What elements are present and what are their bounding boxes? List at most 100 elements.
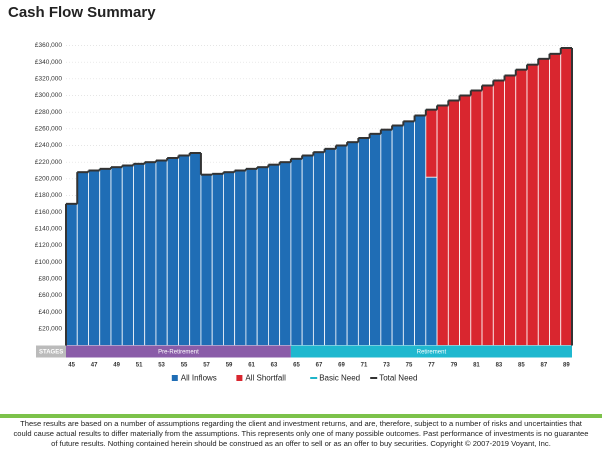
y-tick-label: £360,000 bbox=[35, 42, 62, 49]
bar-segment bbox=[391, 125, 404, 346]
chart-title: Cash Flow Summary bbox=[8, 4, 156, 21]
x-tick-label: 53 bbox=[158, 363, 165, 369]
bar-segment bbox=[65, 203, 78, 346]
y-tick-label: £60,000 bbox=[39, 292, 63, 299]
bar-segment bbox=[267, 164, 281, 346]
bar-segment bbox=[99, 168, 112, 346]
y-tick-label: £200,000 bbox=[35, 176, 62, 183]
bar-segment bbox=[211, 173, 224, 346]
x-tick-label: 87 bbox=[541, 363, 548, 369]
bar-segment bbox=[110, 166, 123, 346]
bar-segment bbox=[88, 170, 101, 346]
bar-segment bbox=[166, 157, 179, 346]
bar-segment bbox=[133, 163, 146, 346]
y-tick-label: £320,000 bbox=[35, 76, 62, 83]
disclaimer: These results are based on a number of a… bbox=[13, 419, 589, 448]
legend-label: Total Need bbox=[379, 374, 417, 383]
x-tick-label: 63 bbox=[271, 363, 278, 369]
bar-segment bbox=[290, 158, 303, 346]
y-tick-label: £100,000 bbox=[35, 259, 62, 266]
bar-segment bbox=[189, 152, 202, 346]
bar-segment bbox=[256, 166, 269, 346]
x-tick-label: 85 bbox=[518, 363, 525, 369]
bar-segment bbox=[357, 137, 371, 346]
x-tick-label: 65 bbox=[293, 363, 300, 369]
stages-label: STAGES bbox=[39, 350, 63, 356]
x-tick-label: 59 bbox=[226, 363, 233, 369]
legend-swatch bbox=[310, 377, 318, 379]
bar-segment bbox=[234, 170, 247, 346]
x-tick-label: 55 bbox=[181, 363, 188, 369]
y-tick-label: £80,000 bbox=[39, 276, 63, 283]
bar-segment bbox=[346, 141, 359, 346]
legend-swatch bbox=[171, 375, 178, 381]
x-tick-label: 81 bbox=[473, 363, 480, 369]
y-tick-label: £340,000 bbox=[35, 59, 62, 66]
x-tick-label: 69 bbox=[338, 363, 345, 369]
bar-segment bbox=[279, 161, 292, 346]
x-tick-label: 61 bbox=[248, 363, 255, 369]
stage-band bbox=[66, 345, 291, 358]
bar-segment bbox=[425, 109, 438, 178]
stage-label: Retirement bbox=[417, 350, 447, 356]
bar-segment bbox=[447, 100, 460, 346]
y-tick-label: £180,000 bbox=[35, 192, 62, 199]
stage-label: Pre-Retirement bbox=[158, 350, 199, 356]
bar-segment bbox=[245, 168, 258, 346]
bar-segment bbox=[380, 129, 393, 346]
bar-segment bbox=[459, 95, 472, 346]
bar-segment bbox=[492, 80, 505, 346]
y-tick-label: £240,000 bbox=[35, 142, 62, 149]
y-tick-label: £40,000 bbox=[39, 309, 63, 316]
bar-segment bbox=[155, 160, 168, 346]
bar-segment bbox=[312, 151, 326, 346]
y-tick-label: £20,000 bbox=[39, 326, 63, 333]
bar-segment bbox=[515, 69, 528, 346]
bar-segment bbox=[526, 64, 539, 346]
bar-segment bbox=[144, 161, 157, 346]
bar-segment bbox=[301, 155, 314, 346]
stage-band bbox=[290, 345, 572, 358]
x-tick-label: 83 bbox=[496, 363, 503, 369]
x-tick-label: 45 bbox=[68, 363, 75, 369]
bar-segment bbox=[223, 171, 236, 346]
bar-segment bbox=[200, 174, 213, 346]
x-tick-label: 73 bbox=[383, 363, 390, 369]
y-tick-label: £300,000 bbox=[35, 92, 62, 99]
footer-rule bbox=[0, 414, 602, 418]
legend-swatch bbox=[370, 377, 378, 379]
stages-box bbox=[36, 345, 66, 358]
bar-segment bbox=[481, 85, 494, 346]
y-tick-label: £140,000 bbox=[35, 226, 62, 233]
y-tick-label: £160,000 bbox=[35, 209, 62, 216]
x-tick-label: 89 bbox=[563, 363, 570, 369]
bar-segment bbox=[537, 58, 550, 346]
bar-segment bbox=[504, 75, 517, 346]
legend-label: All Inflows bbox=[181, 374, 217, 383]
bar-segment bbox=[335, 145, 348, 346]
chart: Cash Flow Summary £20,000 £40,000 £60,000 £… bbox=[0, 4, 602, 418]
bar-segment bbox=[369, 133, 382, 346]
x-tick-label: 77 bbox=[428, 363, 435, 369]
bar-segment bbox=[324, 148, 337, 346]
y-tick-label: £260,000 bbox=[35, 126, 62, 133]
bar-segment bbox=[402, 120, 415, 346]
x-tick-label: 71 bbox=[361, 363, 368, 369]
bar-segment bbox=[178, 155, 191, 346]
bar-segment bbox=[470, 90, 483, 346]
bar-segment bbox=[76, 171, 89, 346]
bar-segment bbox=[121, 165, 134, 346]
bar-segment bbox=[436, 105, 449, 346]
bar-segment bbox=[549, 53, 562, 346]
x-tick-label: 57 bbox=[203, 363, 210, 369]
bar-segment bbox=[560, 47, 573, 346]
bar-segment bbox=[425, 176, 438, 346]
y-tick-label: £280,000 bbox=[35, 109, 62, 116]
x-tick-label: 49 bbox=[113, 363, 120, 369]
x-tick-label: 75 bbox=[406, 363, 413, 369]
x-tick-label: 67 bbox=[316, 363, 323, 369]
y-tick-label: £220,000 bbox=[35, 159, 62, 166]
legend-label: All Shortfall bbox=[245, 374, 286, 383]
legend-label: Basic Need bbox=[319, 374, 360, 383]
